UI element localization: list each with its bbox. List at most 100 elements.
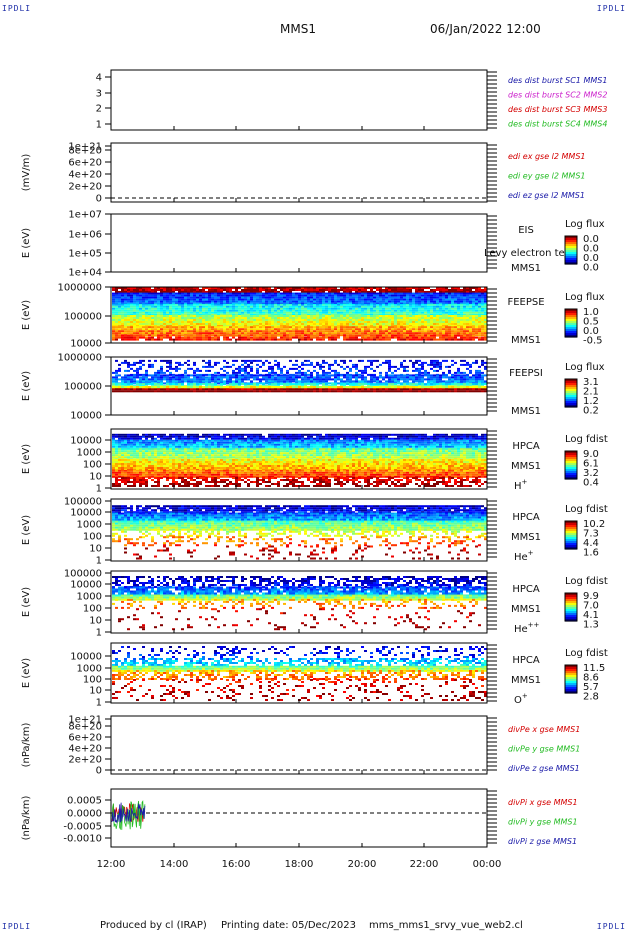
spectrogram-cell xyxy=(154,302,157,305)
spectrogram-cell xyxy=(484,305,487,308)
spectrogram-cell xyxy=(451,315,454,317)
spectrogram-cell xyxy=(385,380,388,383)
spectrogram-cell xyxy=(259,359,262,362)
spectrogram-cell xyxy=(193,334,196,337)
spectrogram-cell xyxy=(154,325,157,327)
spectrogram-cell xyxy=(133,305,136,308)
spectrogram-cell xyxy=(175,378,178,381)
spectrogram-cell xyxy=(271,326,274,329)
spectrogram-cell xyxy=(361,294,364,297)
spectrogram-cell xyxy=(289,376,292,379)
legend-entry: edi ey gse l2 MMS1 xyxy=(508,172,586,181)
spectrogram-cell xyxy=(175,361,178,364)
spectrogram-cell xyxy=(172,317,175,319)
spectrogram-cell xyxy=(472,321,475,323)
spectrogram-cell xyxy=(322,338,325,341)
spectrogram-cell xyxy=(451,300,454,303)
spectrogram-cell xyxy=(430,289,433,291)
spectrogram-cell xyxy=(307,363,310,366)
spectrogram-cell xyxy=(460,359,463,362)
spectrogram-cell xyxy=(403,296,406,299)
spectrogram-cell xyxy=(304,309,307,312)
spectrogram-cell xyxy=(337,334,340,337)
spectrogram-cell xyxy=(289,367,292,370)
spectrogram-cell xyxy=(370,336,373,339)
spectrogram-cell xyxy=(238,294,241,297)
colorbar-segment xyxy=(565,335,577,338)
spectrogram-cell xyxy=(406,292,409,295)
spectrogram-cell xyxy=(175,336,178,339)
spectrogram-cell xyxy=(484,307,487,310)
spectrogram-cell xyxy=(394,302,397,305)
spectrogram-cell xyxy=(457,376,460,379)
spectrogram-cell xyxy=(148,303,151,306)
spectrogram-cell xyxy=(274,363,277,366)
spectrogram-cell xyxy=(142,289,145,291)
spectrogram-cell xyxy=(325,307,328,310)
spectrogram-cell xyxy=(310,378,313,381)
spectrogram-cell xyxy=(355,367,358,370)
spectrogram-cell xyxy=(385,313,388,316)
spectrogram-cell xyxy=(400,321,403,323)
spectrogram-cell xyxy=(448,305,451,308)
colorbar-segment xyxy=(565,319,577,322)
spectrogram-cell xyxy=(145,321,148,323)
spectrogram-cell xyxy=(421,338,424,341)
spectrogram-cell xyxy=(220,294,223,297)
spectrogram-cell xyxy=(382,321,385,323)
spectrogram-cell xyxy=(343,336,346,339)
spectrogram-cell xyxy=(247,332,250,335)
spectrogram-cell xyxy=(232,371,235,374)
spectrogram-cell xyxy=(424,302,427,305)
spectrogram-cell xyxy=(454,378,457,381)
spectrogram-cell xyxy=(406,287,409,289)
spectrogram-cell xyxy=(310,380,313,383)
spectrogram-cell xyxy=(136,298,139,301)
spectrogram-cell xyxy=(178,374,181,377)
spectrogram-cell xyxy=(454,302,457,305)
spectrogram-cell xyxy=(418,363,421,366)
spectrogram-cell xyxy=(445,303,448,306)
spectrogram-cell xyxy=(397,380,400,383)
spectrogram-cell xyxy=(466,311,469,314)
spectrogram-cell xyxy=(280,305,283,308)
spectrogram-cell xyxy=(298,289,301,291)
spectrogram-cell xyxy=(331,292,334,295)
spectrogram-cell xyxy=(271,321,274,323)
spectrogram-cell xyxy=(454,334,457,337)
spectrogram-cell xyxy=(262,294,265,297)
spectrogram-cell xyxy=(160,367,163,370)
spectrogram-cell xyxy=(307,376,310,379)
spectrogram-cell xyxy=(232,291,235,293)
spectrogram-cell xyxy=(466,296,469,299)
spectrogram-cell xyxy=(415,305,418,308)
spectrogram-cell xyxy=(373,291,376,293)
spectrogram-cell xyxy=(334,336,337,339)
spectrogram-cell xyxy=(190,289,193,291)
spectrogram-cell xyxy=(439,289,442,291)
spectrogram-cell xyxy=(301,367,304,370)
spectrogram-cell xyxy=(307,307,310,310)
spectrogram-cell xyxy=(268,378,271,381)
spectrogram-cell xyxy=(430,378,433,381)
spectrogram-cell xyxy=(364,294,367,297)
spectrogram-cell xyxy=(313,380,316,383)
spectrogram-cell xyxy=(400,361,403,364)
spectrogram-cell xyxy=(226,330,229,333)
spectrogram-cell xyxy=(229,338,232,341)
spectrogram-cell xyxy=(307,292,310,295)
spectrogram-cell xyxy=(202,317,205,319)
spectrogram-cell xyxy=(385,289,388,291)
spectrogram-cell xyxy=(163,313,166,316)
spectrogram-cell xyxy=(154,338,157,341)
spectrogram-cell xyxy=(292,378,295,381)
spectrogram-cell xyxy=(415,334,418,337)
colorbar-segment xyxy=(565,262,577,265)
spectrogram-cell xyxy=(424,311,427,314)
spectrogram-cell xyxy=(121,319,124,321)
spectrogram-cell xyxy=(469,287,472,289)
spectrogram-cell xyxy=(433,334,436,337)
spectrogram-cell xyxy=(193,300,196,303)
spectrogram-cell xyxy=(280,302,283,305)
spectrogram-cell xyxy=(394,305,397,308)
